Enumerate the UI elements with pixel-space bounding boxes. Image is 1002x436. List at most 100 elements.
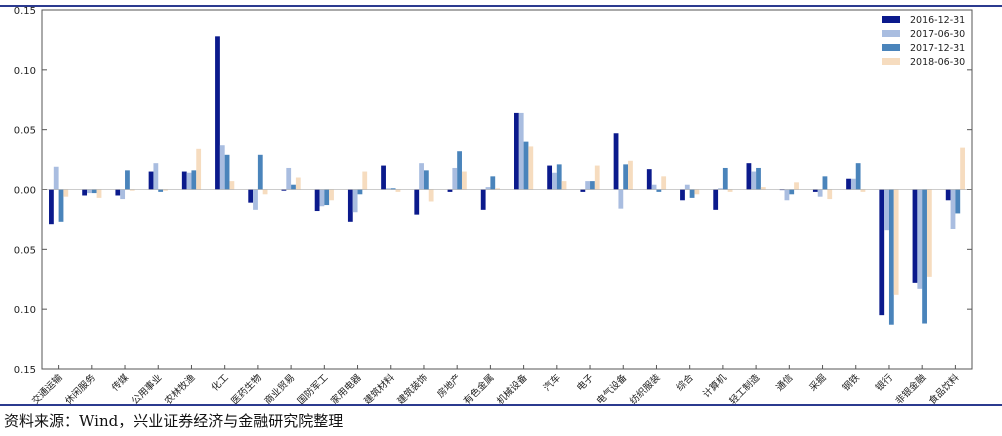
x-tick-label: 家用电器 [328, 371, 364, 407]
bar-2016-12-31 [414, 189, 420, 215]
bar-2017-12-31 [357, 189, 363, 195]
bar-2017-12-31 [756, 167, 761, 190]
x-tick-label: 休闲服务 [63, 371, 99, 407]
bar-2016-12-31 [613, 133, 619, 190]
bar-2016-12-31 [713, 189, 719, 210]
bar-2016-12-31 [846, 178, 851, 190]
bar-2016-12-31 [248, 189, 254, 203]
bar-2017-12-31 [689, 189, 695, 198]
bar-2017-12-31 [291, 184, 296, 190]
bar-2017-12-31 [656, 189, 662, 192]
bar-2017-06-30 [286, 167, 292, 190]
x-tick-label: 纺织服装 [627, 371, 663, 407]
bar-2017-06-30 [718, 188, 723, 190]
legend-swatch [882, 30, 900, 37]
bar-2017-12-31 [191, 170, 197, 190]
bar-2017-06-30 [684, 184, 690, 190]
bar-2018-06-30 [594, 165, 600, 190]
bar-2018-06-30 [827, 189, 833, 200]
bar-2017-06-30 [618, 189, 624, 209]
x-tick-label: 交通运输 [29, 371, 65, 407]
bar-2018-06-30 [461, 171, 467, 190]
bar-2017-06-30 [950, 189, 956, 229]
bar-2016-12-31 [746, 163, 752, 190]
bar-2018-06-30 [760, 187, 766, 190]
bar-2017-06-30 [585, 181, 591, 190]
bar-2018-06-30 [860, 189, 866, 192]
bar-2017-12-31 [457, 151, 462, 190]
x-tick-label: 商业贸易 [262, 372, 297, 407]
x-tick-label: 采掘 [807, 372, 829, 394]
bar-2017-12-31 [523, 141, 529, 190]
bar-2017-12-31 [224, 154, 230, 190]
legend-label: 2017-12-31 [910, 43, 965, 54]
bar-2016-12-31 [945, 189, 951, 201]
x-tick-label: 医药生物 [229, 371, 265, 407]
bar-2018-06-30 [129, 189, 135, 191]
bar-2017-12-31 [158, 189, 164, 192]
bar-2017-06-30 [651, 184, 657, 190]
x-tick-label: 综合 [674, 371, 696, 393]
bar-2017-12-31 [955, 189, 961, 214]
x-tick-label: 传媒 [109, 371, 131, 393]
bars [42, 36, 972, 325]
bar-2016-12-31 [912, 189, 918, 283]
bar-2018-06-30 [694, 189, 700, 195]
bar-2018-06-30 [395, 189, 401, 192]
bar-2016-12-31 [879, 189, 885, 316]
x-tick-label: 国防军工 [295, 371, 331, 407]
bar-2018-06-30 [163, 189, 168, 191]
bar-2018-06-30 [561, 181, 567, 190]
bar-2018-06-30 [628, 160, 633, 190]
bar-2016-12-31 [181, 171, 187, 190]
bar-2017-06-30 [253, 189, 258, 210]
bar-2017-06-30 [186, 172, 192, 190]
bar-2017-06-30 [751, 171, 757, 190]
x-tick-label: 计算机 [700, 371, 729, 400]
bar-2016-12-31 [281, 189, 287, 191]
bar-2017-06-30 [419, 163, 424, 190]
bar-2016-12-31 [812, 189, 818, 192]
bar-2018-06-30 [661, 176, 667, 190]
bar-2016-12-31 [646, 169, 652, 190]
bar-2017-06-30 [120, 189, 126, 200]
source-note: 资料来源：Wind，兴业证券经济与金融研究院整理 [4, 412, 344, 430]
legend-label: 2016-12-31 [910, 15, 965, 26]
bar-2016-12-31 [547, 165, 553, 190]
legend: 2016-12-31 2017-06-30 2017-12-31 2018-06-30 [882, 15, 965, 68]
x-tick-label: 建筑材料 [362, 371, 398, 407]
x-tick-label: 建筑装饰 [395, 372, 430, 407]
bar-2018-06-30 [926, 189, 932, 277]
bar-2018-06-30 [495, 188, 500, 190]
bar-2017-12-31 [822, 176, 828, 190]
bar-2016-12-31 [49, 189, 54, 225]
bar-2018-06-30 [428, 189, 434, 202]
y-tick-label: 0.15 [14, 6, 36, 17]
bar-2018-06-30 [362, 171, 368, 190]
bar-2017-06-30 [552, 172, 557, 190]
bar-2017-06-30 [784, 189, 790, 201]
bar-2017-06-30 [319, 189, 325, 207]
bar-2018-06-30 [528, 146, 534, 190]
x-tick-label: 电气设备 [594, 371, 630, 407]
bar-2018-06-30 [960, 147, 965, 190]
bar-2018-06-30 [96, 189, 102, 198]
y-tick-label: 0.05 [14, 126, 36, 137]
bar-2018-06-30 [262, 189, 268, 195]
x-tick-label: 钢铁 [840, 371, 862, 393]
bar-2018-06-30 [727, 189, 733, 192]
bar-2016-12-31 [82, 189, 88, 196]
bar-2017-12-31 [490, 176, 496, 190]
bottom-rule [0, 404, 1002, 406]
bar-2017-12-31 [888, 189, 894, 325]
bar-2016-12-31 [347, 189, 353, 222]
bar-2017-12-31 [623, 164, 629, 190]
y-tick-label: 0.10 [14, 66, 36, 77]
bar-2017-12-31 [922, 189, 927, 324]
bar-2016-12-31 [779, 189, 785, 191]
bar-2016-12-31 [447, 189, 453, 192]
bar-2017-12-31 [58, 189, 64, 222]
bar-2016-12-31 [680, 189, 685, 201]
